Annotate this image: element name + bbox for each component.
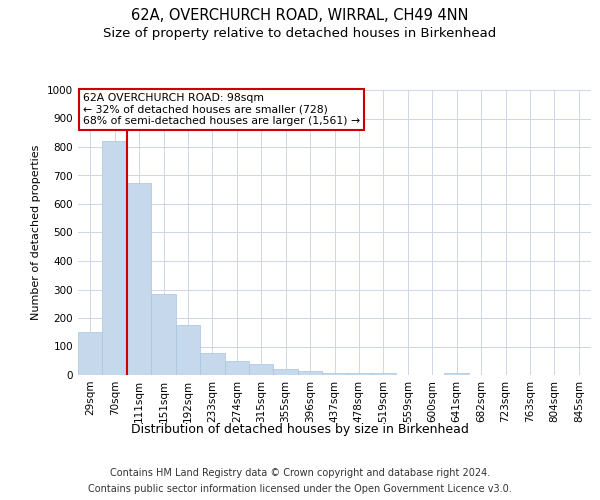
Bar	[200, 353, 224, 375]
Text: 62A, OVERCHURCH ROAD, WIRRAL, CH49 4NN: 62A, OVERCHURCH ROAD, WIRRAL, CH49 4NN	[131, 8, 469, 22]
Bar	[298, 370, 322, 375]
Text: Contains HM Land Registry data © Crown copyright and database right 2024.: Contains HM Land Registry data © Crown c…	[110, 468, 490, 477]
Text: Distribution of detached houses by size in Birkenhead: Distribution of detached houses by size …	[131, 422, 469, 436]
Text: Size of property relative to detached houses in Birkenhead: Size of property relative to detached ho…	[103, 28, 497, 40]
Text: 62A OVERCHURCH ROAD: 98sqm
← 32% of detached houses are smaller (728)
68% of sem: 62A OVERCHURCH ROAD: 98sqm ← 32% of deta…	[83, 93, 360, 126]
Bar	[371, 372, 395, 375]
Bar	[78, 332, 103, 375]
Bar	[274, 368, 298, 375]
Bar	[224, 361, 249, 375]
Bar	[249, 364, 274, 375]
Bar	[151, 294, 176, 375]
Bar	[445, 372, 469, 375]
Bar	[322, 372, 347, 375]
Text: Contains public sector information licensed under the Open Government Licence v3: Contains public sector information licen…	[88, 484, 512, 494]
Bar	[103, 142, 127, 375]
Bar	[127, 182, 151, 375]
Y-axis label: Number of detached properties: Number of detached properties	[31, 145, 41, 320]
Bar	[347, 372, 371, 375]
Bar	[176, 325, 200, 375]
